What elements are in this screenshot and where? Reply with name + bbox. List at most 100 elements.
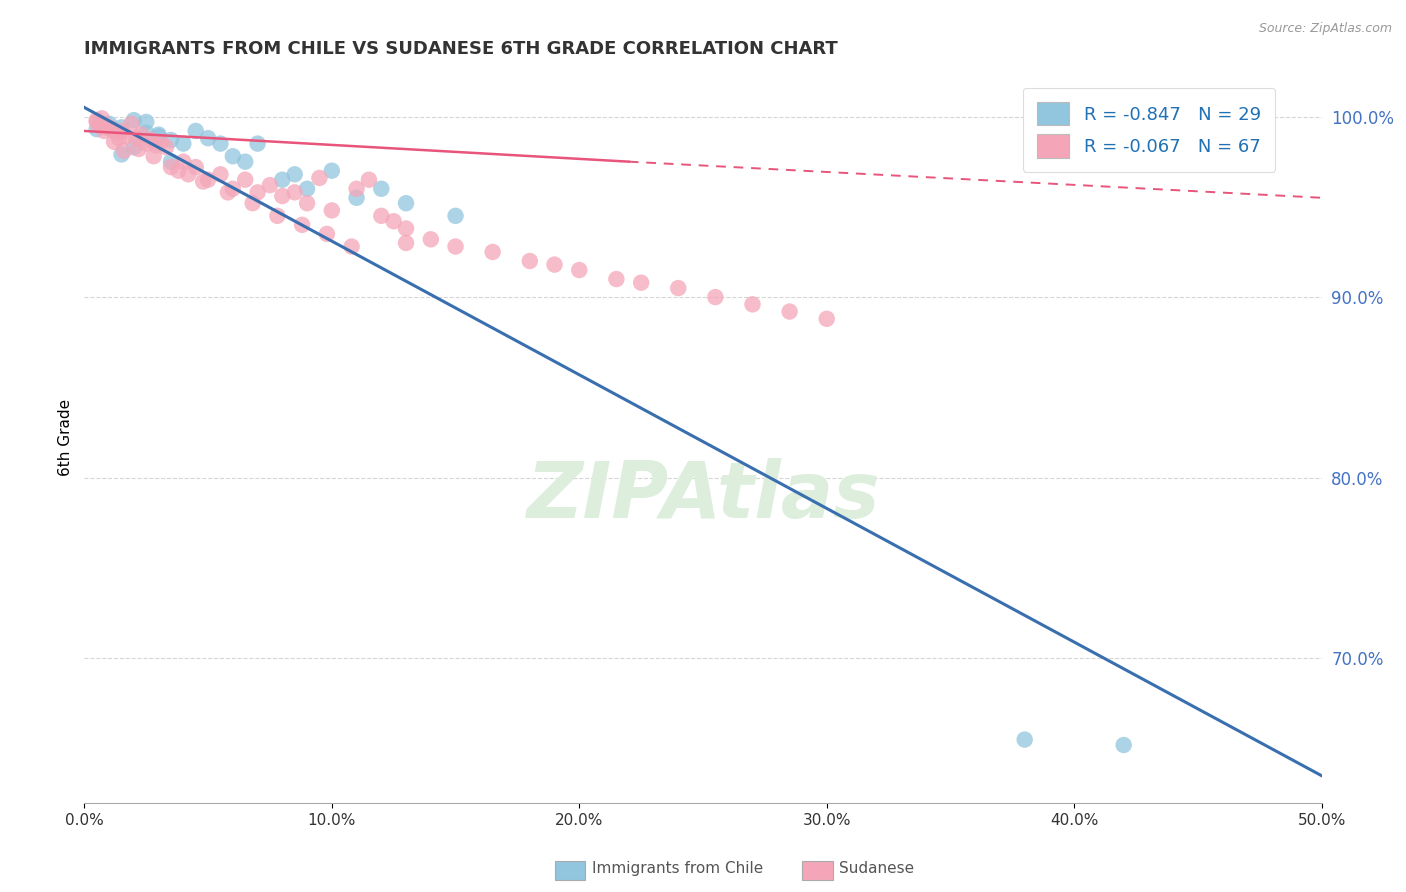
Point (233, 154, 256, 169)
Point (630, 276, 652, 290)
Point (666, 281, 689, 295)
Legend: R = -0.847   N = 29, R = -0.067   N = 67: R = -0.847 N = 29, R = -0.067 N = 67 (1022, 87, 1275, 172)
FancyBboxPatch shape (554, 862, 585, 880)
Point (110, 124, 132, 138)
FancyBboxPatch shape (801, 862, 832, 880)
Point (779, 304, 801, 318)
Point (160, 133, 183, 147)
Point (197, 131, 219, 145)
Point (177, 167, 200, 181)
Text: Source: ZipAtlas.com: Source: ZipAtlas.com (1258, 22, 1392, 36)
Point (543, 258, 565, 272)
Point (167, 163, 190, 178)
Point (321, 163, 343, 178)
Point (233, 172, 256, 186)
Point (444, 239, 467, 253)
Point (419, 232, 441, 246)
Point (86, 113, 108, 128)
Point (98, 120, 121, 135)
Point (382, 214, 405, 228)
Point (246, 186, 269, 200)
Point (120, 117, 142, 131)
Point (90, 117, 112, 131)
Point (98, 117, 121, 131)
Point (122, 113, 145, 128)
Point (129, 128, 152, 142)
Point (86, 122, 108, 136)
Point (148, 128, 170, 142)
Point (741, 297, 763, 311)
Point (96, 120, 118, 135)
Point (110, 147, 132, 161)
Point (295, 182, 318, 196)
Point (370, 182, 392, 196)
Point (444, 209, 467, 223)
Point (370, 209, 392, 223)
Point (142, 149, 165, 163)
Point (519, 254, 541, 268)
Point (197, 172, 219, 186)
Point (89, 119, 111, 133)
Point (184, 124, 207, 138)
Point (568, 263, 591, 277)
Point (112, 144, 135, 158)
Point (86, 115, 108, 129)
Text: Immigrants from Chile: Immigrants from Chile (592, 861, 763, 876)
Point (135, 126, 157, 140)
Point (346, 191, 368, 205)
Point (108, 131, 131, 145)
Point (340, 239, 363, 253)
Point (346, 182, 368, 196)
Point (271, 172, 294, 186)
Point (395, 221, 418, 235)
Point (141, 133, 163, 147)
Point (222, 182, 245, 196)
Point (315, 227, 337, 241)
Point (90, 112, 112, 126)
Point (357, 172, 380, 186)
Point (128, 142, 150, 156)
Point (217, 186, 239, 200)
Point (184, 160, 207, 174)
Point (172, 154, 194, 169)
Point (284, 186, 307, 200)
Point (103, 135, 125, 149)
Point (284, 167, 307, 181)
Text: IMMIGRANTS FROM CHILE VS SUDANESE 6TH GRADE CORRELATION CHART: IMMIGRANTS FROM CHILE VS SUDANESE 6TH GR… (84, 40, 838, 58)
Point (155, 140, 177, 154)
Point (209, 167, 232, 181)
Point (1014, 732, 1036, 747)
Point (321, 203, 343, 218)
Point (105, 126, 128, 140)
Point (209, 136, 232, 151)
Point (605, 272, 627, 286)
Point (125, 131, 148, 145)
Text: ZIPAtlas: ZIPAtlas (526, 458, 880, 533)
Point (148, 129, 170, 144)
Point (150, 135, 173, 149)
Point (160, 160, 183, 174)
Point (100, 122, 122, 136)
Y-axis label: 6th Grade: 6th Grade (58, 399, 73, 475)
Point (1112, 738, 1135, 752)
Point (395, 235, 418, 250)
Point (259, 178, 281, 193)
Point (815, 311, 838, 326)
Point (395, 196, 418, 211)
Point (481, 244, 503, 259)
Point (271, 189, 294, 203)
Point (172, 136, 194, 151)
Point (266, 209, 288, 223)
Point (308, 170, 330, 185)
Point (93, 124, 115, 138)
Point (222, 149, 245, 163)
Point (135, 136, 157, 151)
Text: Sudanese: Sudanese (839, 861, 914, 876)
Point (115, 129, 138, 144)
Point (160, 154, 183, 169)
Point (291, 218, 314, 232)
Point (704, 290, 727, 304)
Point (122, 140, 145, 154)
Point (145, 138, 167, 153)
Point (242, 196, 264, 211)
